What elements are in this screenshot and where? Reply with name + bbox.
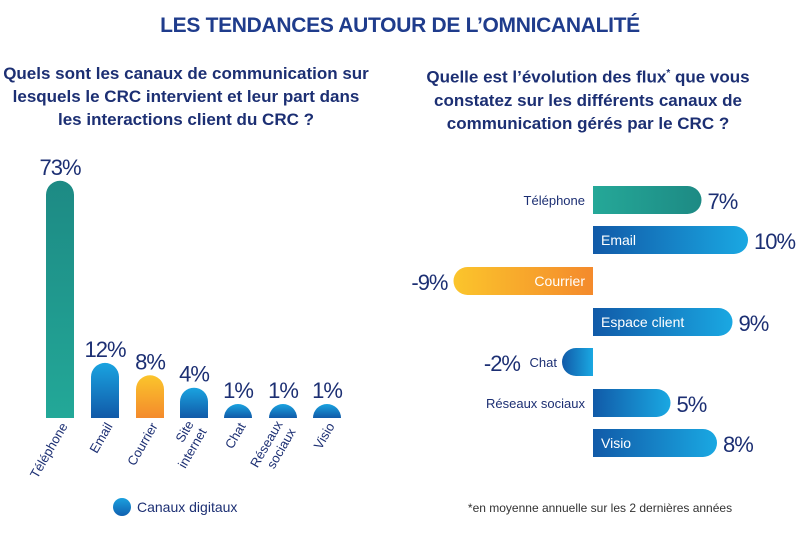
bar-value-label: 8% — [135, 349, 165, 374]
bar-value-label: 73% — [39, 155, 80, 180]
x-tick-label: Courrier — [124, 419, 161, 468]
right-chart-title: Quelle est l’évolution des flux* que vou… — [426, 67, 750, 133]
hbar-value-label: -2% — [484, 351, 521, 376]
hbar-6 — [593, 429, 717, 457]
bar-0 — [46, 180, 74, 418]
x-tick-label: Téléphone — [27, 420, 71, 481]
hbar-value-label: 9% — [739, 311, 769, 336]
hbar-value-label: 7% — [708, 189, 738, 214]
hbar-value-label: -9% — [411, 270, 448, 295]
bar-5 — [269, 404, 297, 418]
bar-6 — [313, 404, 341, 418]
hbar-category-label: Espace client — [601, 314, 684, 330]
hbar-category-label: Visio — [601, 435, 631, 451]
hbar-category-label: Téléphone — [524, 193, 585, 208]
left-chart-title: Quels sont les canaux de communication s… — [3, 64, 369, 129]
bar-1 — [91, 362, 119, 418]
hbar-2 — [453, 267, 593, 295]
hbar-category-label: Réseaux sociaux — [486, 396, 585, 411]
bar-value-label: 4% — [179, 362, 209, 387]
hbar-4 — [562, 348, 593, 376]
bar-3 — [180, 387, 208, 418]
bar-4 — [224, 404, 252, 418]
hbar-category-label: Chat — [530, 355, 558, 370]
hbar-value-label: 5% — [677, 392, 707, 417]
legend-digital-swatch — [113, 498, 131, 516]
hbar-1 — [593, 226, 748, 254]
bar-value-label: 12% — [84, 337, 125, 362]
bar-value-label: 1% — [223, 378, 253, 403]
footnote: *en moyenne annuelle sur les 2 dernières… — [467, 501, 733, 515]
hbar-value-label: 8% — [723, 432, 753, 457]
hbar-5 — [593, 389, 671, 417]
x-tick-label: Siteinternet — [162, 418, 210, 471]
bar-value-label: 1% — [268, 378, 298, 403]
bar-2 — [136, 375, 164, 418]
bar-value-label: 1% — [312, 378, 342, 403]
x-tick-label: Chat — [222, 420, 249, 452]
x-tick-label: Email — [86, 420, 115, 456]
legend: Canaux digitaux — [113, 498, 237, 516]
hbar-0 — [593, 186, 702, 215]
x-tick-label: Réseauxsociaux — [247, 418, 299, 478]
legend-label: Canaux digitaux — [137, 499, 238, 515]
hbar-category-label: Email — [601, 232, 636, 248]
x-tick-label: Visio — [311, 420, 338, 452]
hbar-value-label: 10% — [754, 229, 795, 254]
page-title: LES TENDANCES AUTOUR DE L’OMNICANALITÉ — [160, 14, 640, 37]
hbar-category-label: Courrier — [534, 273, 585, 289]
hbar-3 — [593, 308, 733, 337]
